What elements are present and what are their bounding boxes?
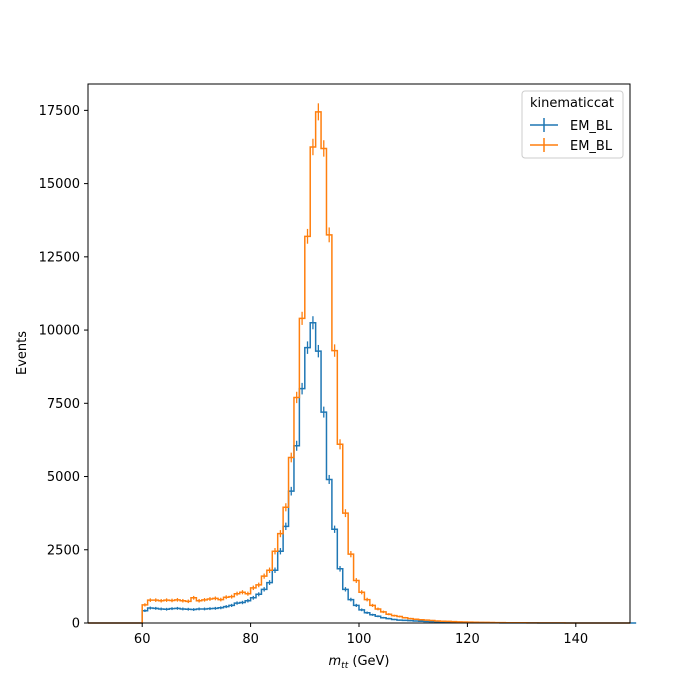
y-tick-label: 0 [72,617,80,632]
y-tick-label: 17500 [39,104,80,119]
series-1-step-line [88,111,631,624]
x-tick-label: 80 [242,632,259,647]
legend-title: kinematiccat [530,96,614,111]
x-axis-label-sub: tt [341,661,349,671]
legend: kinematiccat EM_BL EM_BL [521,90,624,159]
x-tick-label: 100 [347,632,372,647]
legend-entry-1: EM_BL [530,138,613,154]
x-tick-label: 140 [563,632,588,647]
y-tick-label: 7500 [47,397,80,412]
y-tick-label: 12500 [39,250,80,265]
x-axis-label-main: m [329,654,342,669]
x-tick-label: 60 [134,632,151,647]
y-axis: 0 2500 5000 7500 10000 12500 15000 17500 [39,104,88,632]
y-tick-label: 5000 [47,470,80,485]
x-tick-label: 120 [455,632,480,647]
y-tick-label: 15000 [39,177,80,192]
legend-entry-0: EM_BL [530,118,613,134]
series-1 [88,103,631,624]
legend-label-1: EM_BL [570,139,613,154]
y-tick-label: 10000 [39,324,80,339]
y-axis-label: Events [15,331,30,375]
plot-lines [88,103,637,624]
x-axis-label-unit: (GeV) [348,654,389,669]
legend-label-0: EM_BL [570,119,613,134]
x-axis: 60 80 100 120 140 [134,623,588,647]
y-tick-label: 2500 [47,543,80,558]
plot-frame [87,83,631,624]
legend-box [521,90,624,159]
series-0 [88,316,637,624]
series-0-step-line [88,321,637,624]
x-axis-label: mtt (GeV) [329,654,390,671]
